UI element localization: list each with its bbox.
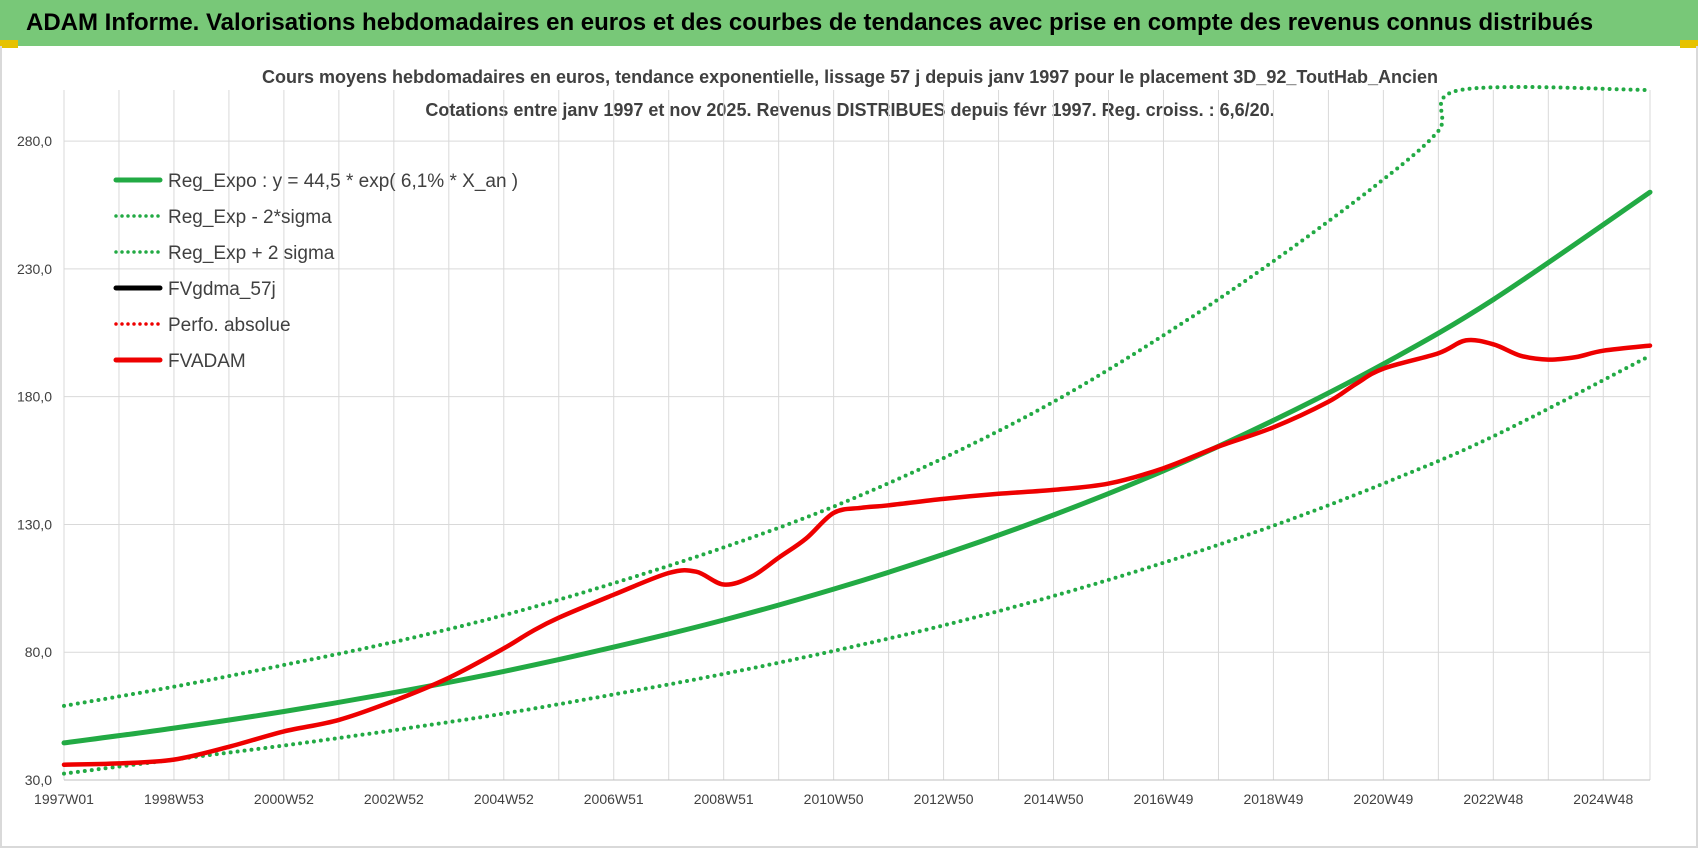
- x-tick-label: 2010W50: [804, 791, 864, 807]
- x-tick-label: 2006W51: [584, 791, 644, 807]
- legend-label: Reg_Exp - 2*sigma: [168, 207, 332, 228]
- x-tick-label: 2008W51: [694, 791, 754, 807]
- header-title: ADAM Informe. Valorisations hebdomadaire…: [26, 9, 1594, 36]
- x-tick-label: 1998W53: [144, 791, 204, 807]
- report-header: ADAM Informe. Valorisations hebdomadaire…: [0, 0, 1698, 46]
- right-corner-marker: [1680, 40, 1698, 48]
- series-1-line: [62, 353, 1652, 776]
- x-tick-label: 2014W50: [1024, 791, 1084, 807]
- legend-label: Reg_Exp + 2 sigma: [168, 243, 335, 264]
- series-layer: [61, 84, 1653, 776]
- x-tick-label: 2022W48: [1463, 791, 1523, 807]
- chart-svg: Cours moyens hebdomadaires en euros, ten…: [17, 67, 1653, 807]
- x-tick-label: 2000W52: [254, 791, 314, 807]
- series-2-line: [62, 84, 1652, 708]
- x-tick-label: 2012W50: [914, 791, 974, 807]
- left-corner-marker: [0, 40, 18, 48]
- x-tick-label: 2024W48: [1573, 791, 1633, 807]
- y-tick-label: 230,0: [17, 261, 52, 277]
- legend-label: FVADAM: [168, 351, 246, 372]
- legend: Reg_Expo : y = 44,5 * exp( 6,1% * X_an )…: [113, 171, 518, 372]
- chart-title: Cours moyens hebdomadaires en euros, ten…: [262, 67, 1438, 87]
- chart-subtitle: Cotations entre janv 1997 et nov 2025. R…: [425, 100, 1274, 120]
- x-tick-label: 2004W52: [474, 791, 534, 807]
- y-tick-label: 80,0: [25, 644, 52, 660]
- series-0-line: [61, 189, 1653, 746]
- grid: [63, 90, 1651, 781]
- chart-frame: Cours moyens hebdomadaires en euros, ten…: [0, 46, 1698, 848]
- legend-label: Reg_Expo : y = 44,5 * exp( 6,1% * X_an ): [168, 171, 518, 192]
- y-tick-label: 280,0: [17, 133, 52, 149]
- x-tick-label: 2020W49: [1353, 791, 1413, 807]
- x-tick-label: 1997W01: [34, 791, 94, 807]
- y-tick-label: 30,0: [25, 772, 52, 788]
- y-tick-label: 130,0: [17, 516, 52, 532]
- x-tick-label: 2018W49: [1243, 791, 1303, 807]
- series-5-line: [61, 337, 1653, 767]
- axes: 30,0 80,0 130,0 180,0 230,0 280,0 1997W01 1998W…: [17, 133, 1650, 807]
- legend-label: FVgdma_57j: [168, 279, 276, 300]
- x-tick-label: 2016W49: [1134, 791, 1194, 807]
- y-tick-label: 180,0: [17, 389, 52, 405]
- x-tick-label: 2002W52: [364, 791, 424, 807]
- legend-label: Perfo. absolue: [168, 315, 291, 336]
